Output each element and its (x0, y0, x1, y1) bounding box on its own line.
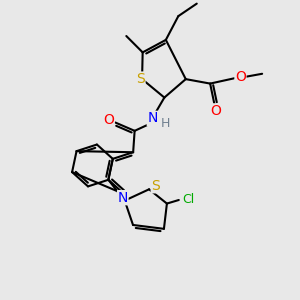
Text: O: O (103, 113, 114, 127)
Text: O: O (235, 70, 246, 84)
Text: N: N (118, 191, 128, 205)
Text: N: N (147, 111, 158, 125)
Text: S: S (151, 179, 160, 193)
Text: Cl: Cl (182, 194, 195, 206)
Text: S: S (136, 72, 145, 86)
Text: O: O (211, 104, 221, 118)
Text: H: H (161, 117, 170, 130)
